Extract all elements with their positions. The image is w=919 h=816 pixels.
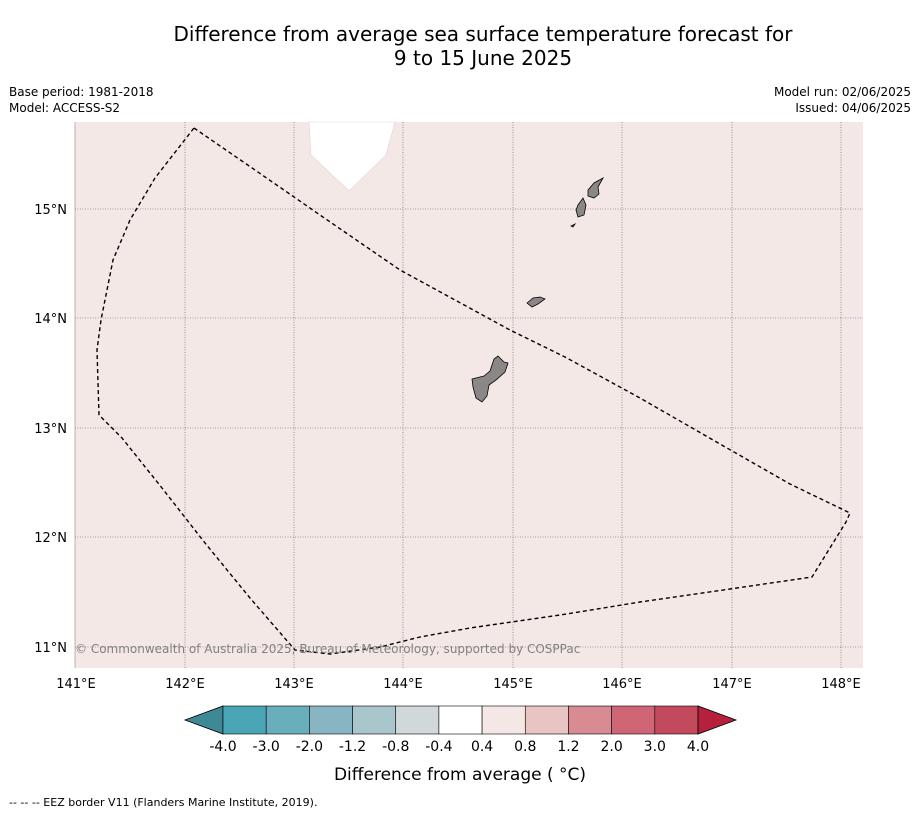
land-mask: [308, 121, 396, 192]
issued-date: Issued: 04/06/2025: [795, 101, 911, 115]
colorbar-tick-label: 4.0: [687, 739, 709, 755]
colorbar-tick-label: 2.0: [601, 739, 623, 755]
colorbar-tick-label: 3.0: [644, 739, 666, 755]
eez-legend-footer: -- -- -- EEZ border V11 (Flanders Marine…: [9, 796, 318, 809]
lon-label: 141°E: [56, 677, 96, 692]
base-period: Base period: 1981-2018: [9, 85, 154, 99]
title-line-1: Difference from average sea surface temp…: [173, 22, 793, 46]
lat-label: 12°N: [34, 531, 67, 546]
lon-label: 148°E: [821, 677, 861, 692]
lon-label: 143°E: [274, 677, 314, 692]
lon-label: 146°E: [602, 677, 642, 692]
island-guam: [471, 355, 509, 403]
colorbar-tick-label: -0.4: [425, 739, 452, 755]
islands: [471, 176, 605, 403]
colorbar-tick-label: -4.0: [209, 739, 236, 755]
colorbar-tick-label: -2.0: [296, 739, 323, 755]
lon-label: 145°E: [493, 677, 533, 692]
colorbar-tick-label: -3.0: [253, 739, 280, 755]
colorbar-cell: [654, 705, 699, 735]
title-line-2: 9 to 15 June 2025: [393, 46, 573, 70]
lat-label: 13°N: [34, 422, 67, 437]
colorbar-right-arrow: [697, 705, 738, 735]
lon-labels: 141°E 142°E 143°E 144°E 145°E 146°E 147°…: [56, 677, 861, 692]
colorbar-cell: [352, 705, 397, 735]
colorbar-cell: [222, 705, 267, 735]
colorbar-tick-label: 0.4: [471, 739, 493, 755]
colorbar-cell: [481, 705, 526, 735]
island-tinian: [575, 197, 587, 218]
colorbar-cell: [309, 705, 353, 735]
lon-label: 142°E: [165, 677, 205, 692]
colorbar-cell: [568, 705, 612, 735]
lon-label: 147°E: [712, 677, 752, 692]
colorbar-cell: [438, 705, 483, 735]
meta-left: Base period: 1981-2018 Model: ACCESS-S2: [9, 84, 154, 116]
chart-title: Difference from average sea surface temp…: [0, 22, 919, 70]
lat-label: 14°N: [34, 312, 67, 327]
ocean-area: [75, 122, 863, 668]
colorbar-label: Difference from average ( °C): [334, 765, 586, 785]
model-run: Model run: 02/06/2025: [773, 85, 911, 99]
colorbar-cell: [265, 705, 310, 735]
colorbar: -4.0 -3.0 -2.0 -1.2 -0.8 -0.4 0.4 0.8 1.2 2.0 3.0 4…: [183, 705, 738, 755]
colorbar-tick-label: 0.8: [514, 739, 536, 755]
copyright-text: © Commonwealth of Australia 2025, Bureau…: [75, 642, 580, 656]
island-rota: [526, 296, 546, 308]
island-aguijan: [570, 222, 577, 228]
lat-label: 15°N: [34, 203, 67, 218]
meta-right: Model run: 02/06/2025 Issued: 04/06/2025: [774, 84, 911, 116]
colorbar-cell: [611, 705, 656, 735]
colorbar-tick-label: 1.2: [557, 739, 579, 755]
colorbar-tick-label: -0.8: [382, 739, 409, 755]
colorbar-cell: [524, 705, 569, 735]
model-name: Model: ACCESS-S2: [9, 101, 121, 115]
island-saipan: [587, 176, 605, 199]
lat-label: 11°N: [34, 641, 67, 656]
gridlines: [75, 122, 863, 668]
eez-border: [96, 127, 851, 655]
colorbar-cell: [395, 705, 440, 735]
lat-labels: 15°N 14°N 13°N 12°N 11°N: [34, 203, 67, 656]
colorbar-left-arrow: [183, 705, 224, 735]
colorbar-tick-label: -1.2: [339, 739, 366, 755]
lon-label: 144°E: [383, 677, 423, 692]
